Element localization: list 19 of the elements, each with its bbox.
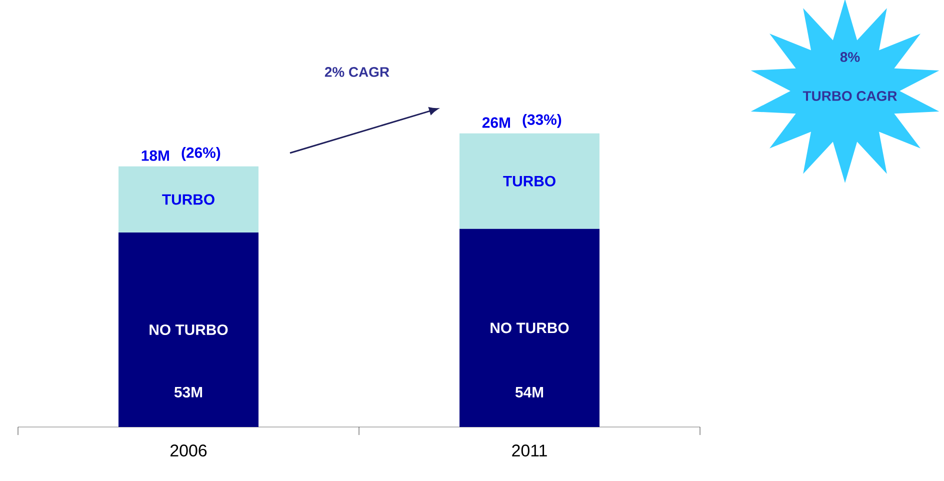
annotation: (33%) xyxy=(522,114,562,128)
text: TURBO xyxy=(503,176,556,186)
data-label: 26M xyxy=(482,117,510,128)
text: NO TURBO xyxy=(150,324,228,336)
x-tick-label: 2006 xyxy=(170,444,207,457)
data-label: 53M xyxy=(174,386,202,398)
bar xyxy=(118,232,259,427)
bar xyxy=(118,166,259,232)
series-label: TURBO xyxy=(162,194,214,205)
text: 8% xyxy=(840,52,860,62)
x-tick-label: 2011 xyxy=(512,444,547,457)
bar xyxy=(460,133,600,229)
annotation: (26%) xyxy=(182,146,220,161)
data-label: 18M xyxy=(142,150,169,161)
series-label: NO TURBO xyxy=(490,322,569,334)
bar xyxy=(460,228,600,427)
text: TURBO CAGR xyxy=(802,91,897,101)
text: 2% CAGR xyxy=(324,67,390,77)
data-label: 54M xyxy=(515,387,544,398)
